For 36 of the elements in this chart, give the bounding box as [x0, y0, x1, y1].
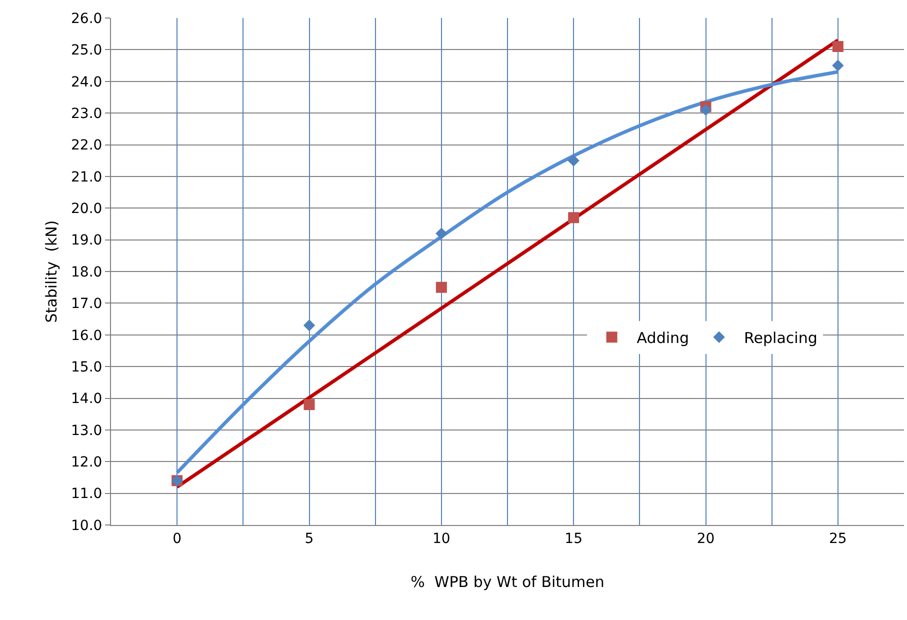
point: [700, 104, 712, 116]
point: [303, 320, 316, 332]
x-tick-label: 0: [172, 530, 182, 547]
x-tick-label: 20: [696, 530, 715, 547]
y-tick-label: 17.0: [71, 296, 102, 312]
point: [568, 154, 580, 166]
point: [568, 212, 580, 224]
y-tick-label: 26.0: [71, 10, 102, 27]
y-tick-label: 23.0: [71, 106, 102, 122]
x-axis-title: % WPB by Wt of Bitumen: [410, 572, 604, 591]
point: [436, 282, 447, 293]
y-tick-label: 25.0: [71, 42, 102, 59]
y-tick-label: 18.0: [71, 264, 102, 280]
y-tick-label: 12.0: [71, 454, 102, 471]
legend-label: Replacing: [744, 329, 818, 348]
y-tick-label: 21.0: [71, 169, 102, 186]
y-tick-label: 11.0: [71, 486, 102, 502]
x-tick-label: 25: [829, 530, 847, 547]
x-tick-label: 5: [304, 530, 314, 547]
legend-label: Adding: [636, 329, 690, 348]
point: [304, 399, 315, 410]
y-tick-label: 19.0: [71, 232, 102, 249]
y-tick-label: 20.0: [71, 201, 102, 218]
y-tick-label: 22.0: [71, 138, 102, 154]
y-tick-label: 15.0: [71, 359, 102, 376]
y-tick-label: 13.0: [71, 422, 102, 439]
point: [832, 60, 844, 72]
y-tick-label: 16.0: [71, 328, 102, 344]
y-tick-label: 10.0: [71, 518, 102, 534]
point: [436, 228, 448, 240]
x-tick-label: 15: [564, 530, 582, 547]
y-tick-label: 14.0: [71, 391, 102, 408]
y-axis-title: Stability (kN): [42, 220, 60, 323]
y-tick-label: 24.0: [71, 74, 102, 90]
x-tick-label: 10: [432, 530, 450, 547]
point: [832, 41, 844, 52]
